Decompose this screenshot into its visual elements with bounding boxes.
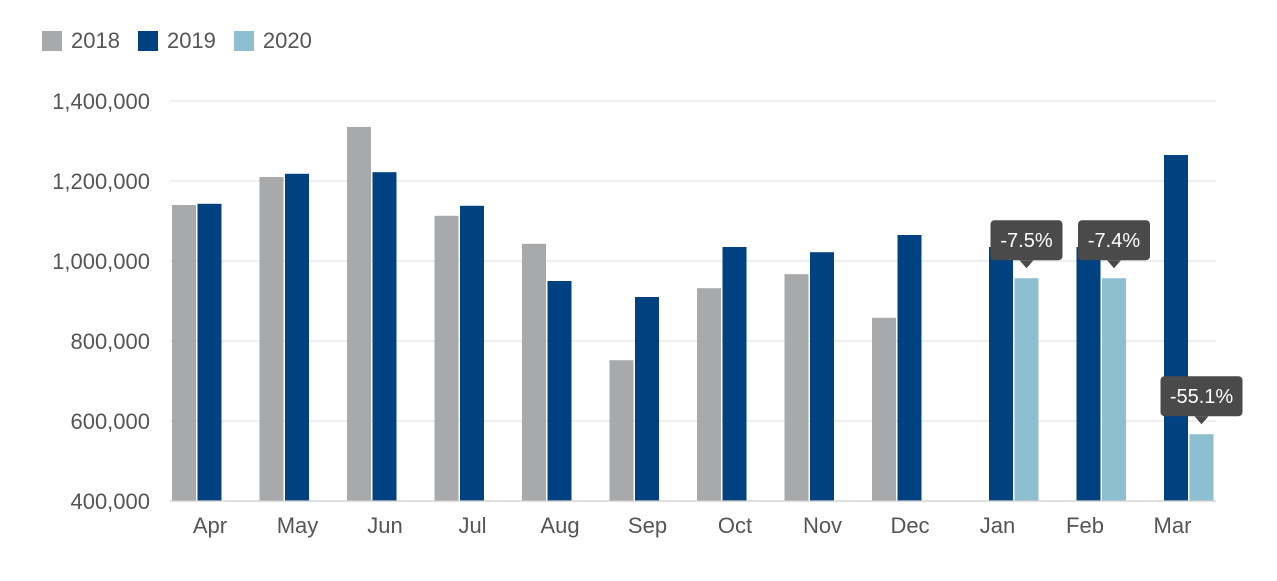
bar-oct-2019	[722, 247, 747, 501]
bar-dec-2018	[872, 317, 896, 501]
bar-oct-2018	[697, 288, 721, 501]
bar-sep-2018	[609, 360, 634, 501]
bar-nov-2018	[784, 274, 809, 501]
bar-jan-2019	[989, 247, 1013, 501]
bar-sep-2019	[635, 297, 659, 501]
annotation-pointer	[1019, 260, 1034, 269]
legend-label-2020: 2020	[262, 28, 312, 53]
bar-may-2018	[259, 177, 284, 501]
bar-jul-2018	[434, 215, 459, 502]
x-tick-label-aug: Aug	[540, 513, 579, 538]
bar-nov-2019	[810, 252, 834, 501]
annotation-label: -7.5%	[1000, 230, 1052, 252]
legend-item-2018[interactable]: 2018	[42, 28, 120, 54]
legend-label-2018: 2018	[71, 28, 120, 53]
legend-swatch-2020	[233, 31, 254, 51]
annotation-label: -55.1%	[1170, 386, 1234, 408]
y-tick-label: 1,000,000	[52, 249, 150, 274]
y-tick-label: 400,000	[70, 489, 150, 514]
bar-aug-2018	[522, 243, 546, 502]
x-tick-label-nov: Nov	[803, 513, 842, 538]
bar-dec-2019	[897, 235, 922, 501]
x-tick-label-jun: Jun	[367, 513, 402, 538]
bar-feb-2019	[1076, 247, 1101, 501]
x-tick-label-jul: Jul	[458, 513, 486, 538]
bar-jun-2019	[372, 172, 397, 501]
y-tick-label: 1,400,000	[52, 89, 150, 114]
x-tick-label-jan: Jan	[980, 513, 1015, 538]
bar-jan-2020	[1014, 278, 1039, 501]
bar-mar-2019	[1164, 155, 1188, 501]
legend-label-2019: 2019	[166, 28, 216, 53]
annotation-box	[1078, 220, 1150, 261]
y-tick-label: 600,000	[70, 409, 150, 434]
bar-feb-2020	[1102, 278, 1126, 501]
bar-jun-2018	[347, 127, 371, 501]
bar-jul-2019	[460, 205, 484, 502]
bar-apr-2019	[197, 203, 222, 502]
x-tick-label-feb: Feb	[1066, 513, 1104, 538]
chart-legend: 2018 2019 2020	[42, 28, 330, 54]
x-tick-label-oct: Oct	[718, 513, 752, 538]
y-tick-label: 1,200,000	[52, 169, 150, 194]
annotation-box	[1160, 376, 1243, 417]
annotation-box	[990, 220, 1063, 261]
legend-swatch-2019	[137, 31, 158, 51]
x-tick-label-sep: Sep	[628, 513, 667, 538]
annotation-pointer	[1107, 260, 1121, 269]
legend-item-2019[interactable]: 2019	[137, 28, 216, 54]
annotation-pointer	[1194, 416, 1209, 425]
bar-aug-2019	[547, 281, 572, 501]
y-tick-label: 800,000	[70, 329, 150, 354]
legend-item-2020[interactable]: 2020	[233, 28, 312, 54]
annotation-label: -7.4%	[1088, 230, 1140, 252]
bar-mar-2020	[1189, 434, 1214, 501]
x-tick-label-may: May	[277, 513, 319, 538]
x-tick-label-apr: Apr	[193, 513, 227, 538]
x-tick-label-mar: Mar	[1154, 513, 1192, 538]
bar-apr-2018	[172, 205, 196, 501]
x-tick-label-dec: Dec	[890, 513, 929, 538]
legend-swatch-2018	[42, 31, 62, 51]
bar-may-2019	[285, 173, 309, 502]
